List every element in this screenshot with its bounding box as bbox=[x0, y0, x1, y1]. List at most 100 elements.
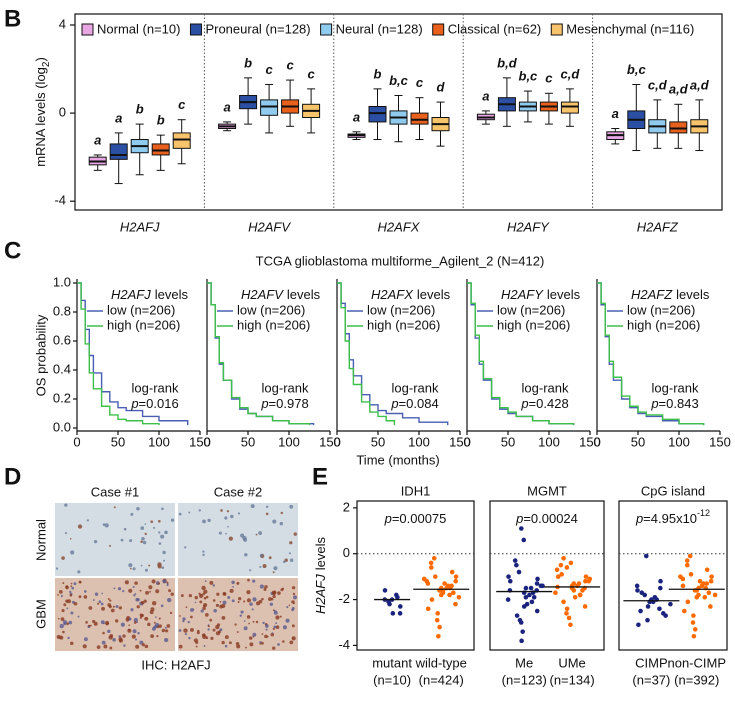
p-value: p=4.95x10-12 bbox=[635, 508, 710, 526]
ihc-nucleus bbox=[129, 539, 133, 543]
ihc-nucleus bbox=[140, 540, 143, 544]
ihc-nucleus bbox=[221, 640, 225, 645]
ihc-nucleus bbox=[59, 635, 64, 640]
p-value-part: =0.084 bbox=[399, 396, 439, 411]
ihc-nucleus bbox=[123, 527, 127, 531]
ihc-nucleus bbox=[96, 645, 101, 649]
ihc-nucleus bbox=[230, 514, 234, 519]
y-axis-label-part: ) bbox=[33, 57, 48, 61]
data-point bbox=[512, 558, 518, 563]
ihc-nucleus bbox=[240, 533, 245, 538]
ihc-nucleus bbox=[89, 624, 92, 627]
p-value: p=0.016 bbox=[130, 396, 178, 411]
legend-label: Classical (n=62) bbox=[448, 21, 542, 36]
data-point bbox=[382, 588, 388, 593]
ihc-nucleus bbox=[205, 613, 209, 617]
ihc-nucleus bbox=[69, 593, 73, 597]
ihc-nucleus bbox=[134, 581, 138, 585]
row-label: GBM bbox=[33, 599, 48, 629]
x-tick-label: non-CIMP bbox=[667, 655, 726, 670]
ihc-nucleus bbox=[113, 506, 116, 509]
ihc-nucleus bbox=[105, 620, 110, 626]
ihc-nucleus bbox=[207, 625, 210, 628]
ihc-nucleus bbox=[272, 519, 277, 524]
legend-swatch bbox=[550, 23, 563, 36]
data-point bbox=[566, 615, 572, 621]
ihc-nucleus bbox=[158, 617, 161, 620]
data-point bbox=[636, 622, 641, 628]
ihc-nucleus bbox=[196, 631, 200, 635]
ihc-nucleus bbox=[68, 620, 73, 625]
legend-title-part: levels bbox=[155, 287, 189, 302]
data-point bbox=[583, 574, 589, 579]
data-point bbox=[576, 581, 582, 586]
data-point bbox=[434, 617, 440, 623]
data-point bbox=[660, 611, 666, 616]
ihc-nucleus bbox=[246, 598, 251, 603]
x-tick-label: 0 bbox=[203, 434, 210, 449]
ihc-nucleus bbox=[157, 582, 160, 585]
ihc-nucleus bbox=[246, 615, 251, 619]
data-point bbox=[529, 599, 535, 605]
ihc-nucleus bbox=[237, 512, 241, 515]
ihc-nucleus bbox=[280, 588, 284, 592]
ihc-nucleus bbox=[222, 600, 227, 605]
ihc-nucleus bbox=[292, 637, 295, 640]
data-point bbox=[440, 590, 446, 595]
ihc-nucleus bbox=[61, 556, 65, 560]
legend-label: high (n=206) bbox=[627, 317, 700, 332]
ihc-nucleus bbox=[130, 512, 134, 516]
ihc-nucleus bbox=[140, 564, 143, 567]
ihc-image bbox=[55, 503, 175, 576]
data-point bbox=[682, 608, 687, 614]
p-value-part: =0.016 bbox=[139, 396, 179, 411]
legend-label: Proneural (n=128) bbox=[205, 21, 310, 36]
x-tick-label: CIMP bbox=[635, 655, 668, 670]
ihc-nucleus bbox=[124, 580, 129, 585]
ihc-nucleus bbox=[203, 596, 207, 600]
data-point bbox=[571, 588, 577, 593]
legend-title-part: levels bbox=[287, 287, 321, 302]
data-point bbox=[678, 574, 683, 579]
x-tick-label: 150 bbox=[189, 434, 211, 449]
data-point bbox=[568, 622, 573, 628]
data-point bbox=[586, 578, 592, 584]
data-point bbox=[505, 597, 511, 602]
data-point bbox=[428, 560, 434, 566]
data-point bbox=[519, 638, 524, 644]
significance-letter: c bbox=[416, 75, 424, 90]
data-point bbox=[528, 585, 534, 591]
ihc-nucleus bbox=[275, 622, 278, 625]
data-point bbox=[514, 562, 519, 568]
ihc-nucleus bbox=[264, 585, 268, 589]
ihc-nucleus bbox=[216, 592, 220, 596]
ihc-nucleus bbox=[277, 591, 281, 595]
significance-letter: c bbox=[545, 71, 553, 86]
ihc-nucleus bbox=[248, 622, 250, 625]
ihc-nucleus bbox=[130, 608, 134, 612]
x-tick-label: 100 bbox=[668, 434, 690, 449]
ihc-nucleus bbox=[194, 601, 197, 604]
ihc-nucleus bbox=[184, 632, 188, 636]
ihc-nucleus bbox=[255, 533, 258, 536]
ihc-nucleus bbox=[100, 602, 104, 606]
stat-label: log-rank bbox=[522, 380, 569, 395]
ihc-nucleus bbox=[277, 643, 280, 646]
ihc-nucleus bbox=[258, 531, 263, 535]
ihc-nucleus bbox=[88, 624, 91, 627]
data-point bbox=[437, 624, 442, 630]
ihc-nucleus bbox=[137, 632, 140, 635]
ihc-nucleus bbox=[118, 635, 122, 638]
significance-letter: d bbox=[437, 80, 446, 95]
ihc-nucleus bbox=[240, 610, 244, 614]
data-point bbox=[433, 574, 438, 579]
ihc-nucleus bbox=[209, 580, 214, 585]
ihc-nucleus bbox=[269, 602, 274, 606]
ihc-nucleus bbox=[93, 540, 98, 544]
data-point bbox=[451, 590, 456, 595]
ihc-nucleus bbox=[224, 644, 228, 648]
ihc-nucleus bbox=[224, 635, 229, 640]
data-point bbox=[634, 583, 640, 589]
p-value: p=0.00024 bbox=[515, 511, 578, 526]
